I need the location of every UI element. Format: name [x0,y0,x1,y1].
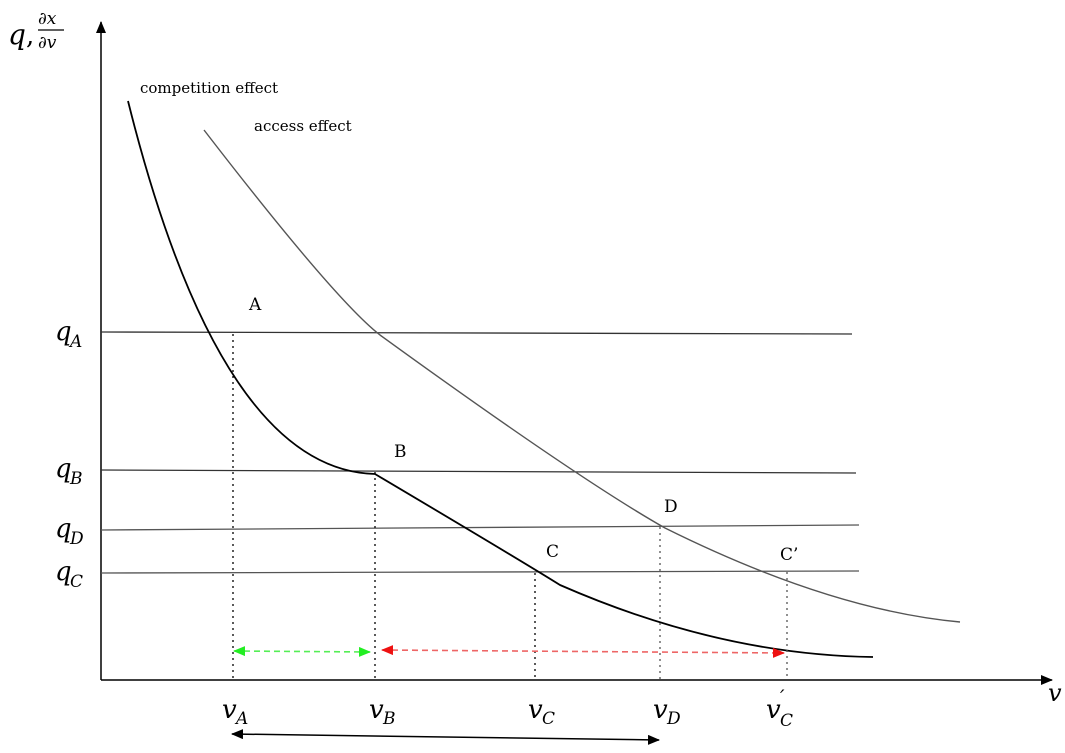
red-dashed-arrow [381,645,785,658]
xtick-vD-base: v [653,695,668,725]
ytick-qB-base: q [55,454,72,484]
ytick-qC-sub: C [70,572,83,592]
y-label-comma: , [26,21,34,51]
x-axis-label: v [1048,679,1062,707]
point-Cprime-label: C’ [780,545,798,565]
ytick-qB-sub: B [69,469,83,489]
xtick-vD-sub: D [666,709,681,729]
xtick-vB: v B [369,695,396,729]
line-qC [100,570,860,574]
ytick-qD: q D [55,514,84,549]
line-qD [100,524,860,531]
ytick-qC-base: q [55,557,72,587]
y-axis-label: q , ∂x ∂v [8,9,64,53]
ytick-qA: q A [55,317,82,352]
xtick-vC-sub: C [542,709,555,729]
access-effect-label: access effect [254,117,352,135]
xtick-vA-base: v [222,695,237,725]
competition-effect-label: competition effect [140,79,278,97]
point-B-label: B [394,442,407,462]
xtick-vC: v C [528,695,555,729]
ytick-qD-sub: D [69,529,84,549]
point-A-label: A [248,295,262,315]
y-label-q: q [8,18,26,51]
ytick-qD-base: q [55,514,72,544]
green-dashed-arrow [233,646,371,657]
point-D-label: D [664,497,678,517]
xtick-vC-base: v [528,695,543,725]
line-qA [100,331,853,335]
xtick-vB-sub: B [382,709,396,729]
bottom-double-arrow [231,729,660,745]
ytick-qB: q B [55,454,83,489]
y-label-numerator: ∂x [38,9,57,29]
xtick-vCprime: v ′ C [766,685,793,731]
xtick-vD: v D [653,695,681,729]
xtick-vA-sub: A [234,709,248,729]
access-effect-curve [203,129,961,623]
competition-effect-curve [127,100,874,658]
ytick-qC: q C [55,557,83,592]
y-label-denominator: ∂v [38,33,57,53]
xtick-vB-base: v [369,695,384,725]
xtick-vA: v A [222,695,248,729]
point-C-label: C [546,542,559,562]
ytick-qA-base: q [55,317,72,347]
xtick-vCprime-base: v [766,695,781,725]
xtick-vCprime-prime: ′ [780,685,785,709]
ytick-qA-sub: A [68,332,82,352]
line-qB [100,469,857,474]
xtick-vCprime-sub: C [780,711,793,731]
